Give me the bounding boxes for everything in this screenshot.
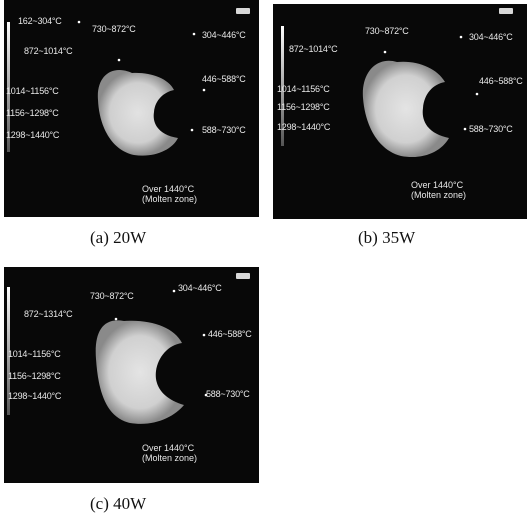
melt-pool-thermal-image bbox=[281, 26, 479, 158]
label-730-872: 730~872°C bbox=[365, 26, 409, 36]
caption-b: (b) 35W bbox=[358, 228, 416, 247]
label-1156-1298: 1156~1298°C bbox=[277, 102, 330, 112]
over-1440-label: Over 1440°C bbox=[411, 180, 464, 190]
over-1440-label: Over 1440°C bbox=[142, 443, 195, 453]
molten-zone-text: (Molten zone) bbox=[142, 453, 198, 463]
molten-zone-label: Over 1440°C (Molten zone) bbox=[142, 443, 197, 463]
temperature-scale-bar bbox=[7, 22, 10, 152]
molten-zone-text: (Molten zone) bbox=[411, 190, 467, 200]
molten-zone-label: Over 1440°C (Molten zone) bbox=[411, 180, 466, 200]
temperature-scale-bar bbox=[281, 26, 284, 146]
label-1014-1156: 1014~1156°C bbox=[6, 86, 59, 96]
label-588-730: 588~730°C bbox=[202, 125, 246, 135]
melt-pool-shape bbox=[97, 70, 178, 156]
molten-zone-label: Over 1440°C (Molten zone) bbox=[142, 184, 197, 204]
label-304-446: 304~446°C bbox=[202, 30, 246, 40]
molten-zone-text: (Molten zone) bbox=[142, 194, 198, 204]
caption-c: (c) 40W bbox=[90, 494, 147, 513]
melt-pool-thermal-image bbox=[7, 20, 206, 156]
label-588-730: 588~730°C bbox=[206, 389, 250, 399]
caption-a: (a) 20W bbox=[90, 228, 147, 247]
corner-tag bbox=[236, 8, 250, 14]
thermal-image-35w: 730~872°C 304~446°C 872~1014°C 446~588°C… bbox=[273, 4, 527, 219]
label-872-1314: 872~1314°C bbox=[24, 309, 73, 319]
melt-pool-shape bbox=[95, 320, 184, 424]
label-1298-1440: 1298~1440°C bbox=[8, 391, 62, 401]
label-1298-1440: 1298~1440°C bbox=[6, 130, 60, 140]
label-1014-1156: 1014~1156°C bbox=[8, 349, 61, 359]
label-446-588: 446~588°C bbox=[208, 329, 252, 339]
thermal-image-40w: 730~872°C 304~446°C 872~1314°C 446~588°C… bbox=[4, 267, 259, 483]
corner-tag bbox=[499, 8, 513, 14]
label-872-1014: 872~1014°C bbox=[24, 46, 73, 56]
temperature-scale-bar bbox=[7, 287, 10, 415]
label-1298-1440: 1298~1440°C bbox=[277, 122, 331, 132]
label-304-446: 304~446°C bbox=[178, 283, 222, 293]
label-1156-1298: 1156~1298°C bbox=[6, 108, 59, 118]
thermal-image-20w: 162~304°C 730~872°C 304~446°C 872~1014°C… bbox=[4, 0, 259, 217]
label-162-304: 162~304°C bbox=[18, 16, 62, 26]
label-730-872: 730~872°C bbox=[90, 291, 134, 301]
label-730-872: 730~872°C bbox=[92, 24, 136, 34]
label-872-1014: 872~1014°C bbox=[289, 44, 338, 54]
label-304-446: 304~446°C bbox=[469, 32, 513, 42]
over-1440-label: Over 1440°C bbox=[142, 184, 195, 194]
label-1014-1156: 1014~1156°C bbox=[277, 84, 330, 94]
melt-pool-shape bbox=[362, 60, 449, 158]
melt-pool-thermal-image bbox=[7, 287, 208, 424]
corner-tag bbox=[236, 273, 250, 279]
label-588-730: 588~730°C bbox=[469, 124, 513, 134]
label-446-588: 446~588°C bbox=[479, 76, 523, 86]
label-446-588: 446~588°C bbox=[202, 74, 246, 84]
label-1156-1298: 1156~1298°C bbox=[8, 371, 61, 381]
